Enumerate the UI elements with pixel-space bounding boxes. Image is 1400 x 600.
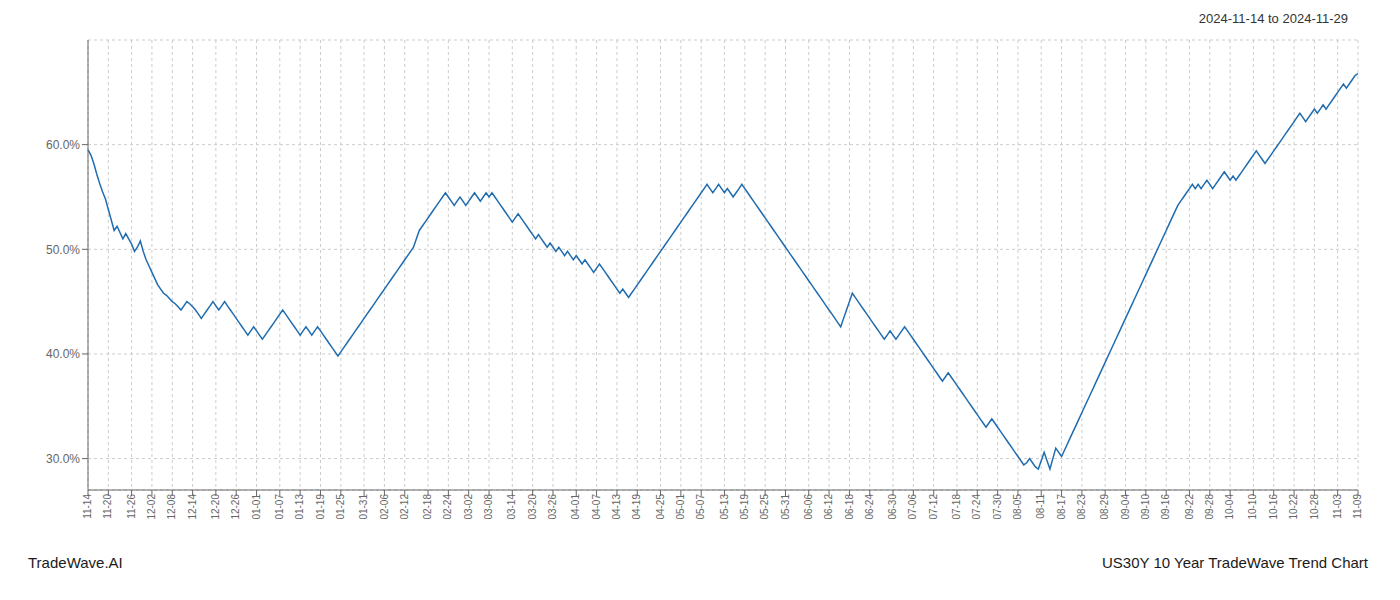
- svg-text:06-06: 06-06: [803, 494, 814, 520]
- svg-text:10-22: 10-22: [1288, 494, 1299, 520]
- svg-text:12-26: 12-26: [230, 494, 241, 520]
- svg-text:05-01: 05-01: [675, 494, 686, 520]
- svg-text:09-22: 09-22: [1184, 494, 1195, 520]
- svg-text:60.0%: 60.0%: [46, 138, 80, 152]
- svg-text:04-01: 04-01: [570, 494, 581, 520]
- svg-text:08-05: 08-05: [1012, 494, 1023, 520]
- svg-text:01-31: 01-31: [358, 494, 369, 520]
- svg-text:10-10: 10-10: [1247, 494, 1258, 520]
- svg-text:08-29: 08-29: [1099, 494, 1110, 520]
- svg-text:11-09: 11-09: [1352, 494, 1363, 519]
- svg-text:03-02: 03-02: [463, 494, 474, 520]
- html-text:2024-11-14 to 2024-11-29: 2024-11-14 to 2024-11-29: [1198, 11, 1348, 26]
- svg-text:06-24: 06-24: [864, 494, 875, 520]
- svg-text:01-07: 01-07: [274, 494, 285, 520]
- svg-text:04-07: 04-07: [591, 494, 602, 520]
- svg-text:04-25: 04-25: [655, 494, 666, 520]
- svg-text:07-24: 07-24: [971, 494, 982, 520]
- svg-text:10-04: 10-04: [1224, 494, 1235, 520]
- svg-text:04-13: 04-13: [611, 494, 622, 520]
- svg-text:10-16: 10-16: [1268, 494, 1279, 520]
- svg-text:01-01: 01-01: [251, 494, 262, 520]
- svg-text:07-30: 07-30: [992, 494, 1003, 520]
- svg-text:12-02: 12-02: [146, 494, 157, 520]
- svg-text:09-04: 09-04: [1120, 494, 1131, 520]
- svg-text:07-12: 07-12: [928, 494, 939, 520]
- svg-text:01-25: 01-25: [335, 494, 346, 520]
- svg-text:05-19: 05-19: [739, 494, 750, 520]
- html-text:TradeWave.AI: TradeWave.AI: [28, 554, 123, 571]
- svg-text:09-10: 09-10: [1140, 494, 1151, 520]
- svg-text:05-07: 05-07: [695, 494, 706, 520]
- svg-text:03-08: 03-08: [483, 494, 494, 520]
- svg-text:08-23: 08-23: [1076, 494, 1087, 520]
- svg-text:09-28: 09-28: [1204, 494, 1215, 520]
- svg-text:11-03: 11-03: [1332, 494, 1343, 519]
- svg-text:01-19: 01-19: [315, 494, 326, 520]
- svg-text:06-12: 06-12: [823, 494, 834, 520]
- svg-text:03-14: 03-14: [506, 494, 517, 520]
- svg-text:12-14: 12-14: [187, 494, 198, 520]
- svg-text:40.0%: 40.0%: [46, 347, 80, 361]
- svg-text:07-06: 07-06: [907, 494, 918, 520]
- svg-text:11-14: 11-14: [82, 494, 93, 519]
- svg-text:01-13: 01-13: [294, 494, 305, 520]
- svg-text:50.0%: 50.0%: [46, 243, 80, 257]
- svg-text:02-12: 02-12: [399, 494, 410, 520]
- svg-text:11-20: 11-20: [102, 494, 113, 519]
- svg-text:30.0%: 30.0%: [46, 452, 80, 466]
- svg-text:03-20: 03-20: [527, 494, 538, 520]
- svg-text:07-18: 07-18: [951, 494, 962, 520]
- svg-text:05-25: 05-25: [759, 494, 770, 520]
- svg-text:11-26: 11-26: [126, 494, 137, 519]
- svg-text:12-20: 12-20: [210, 494, 221, 520]
- svg-text:10-28: 10-28: [1309, 494, 1320, 520]
- svg-text:05-31: 05-31: [780, 494, 791, 520]
- svg-text:03-26: 03-26: [547, 494, 558, 520]
- svg-text:06-18: 06-18: [844, 494, 855, 520]
- svg-text:09-16: 09-16: [1160, 494, 1171, 520]
- svg-text:05-13: 05-13: [719, 494, 730, 520]
- svg-text:08-17: 08-17: [1056, 494, 1067, 520]
- svg-text:02-06: 02-06: [379, 494, 390, 520]
- svg-text:12-08: 12-08: [166, 494, 177, 520]
- svg-text:08-11: 08-11: [1035, 494, 1046, 519]
- svg-text:02-18: 02-18: [422, 494, 433, 520]
- svg-text:04-19: 04-19: [631, 494, 642, 520]
- html-text:US30Y 10 Year TradeWave Trend: US30Y 10 Year TradeWave Trend Chart: [1102, 554, 1368, 571]
- svg-text:06-30: 06-30: [887, 494, 898, 520]
- svg-text:02-24: 02-24: [442, 494, 453, 520]
